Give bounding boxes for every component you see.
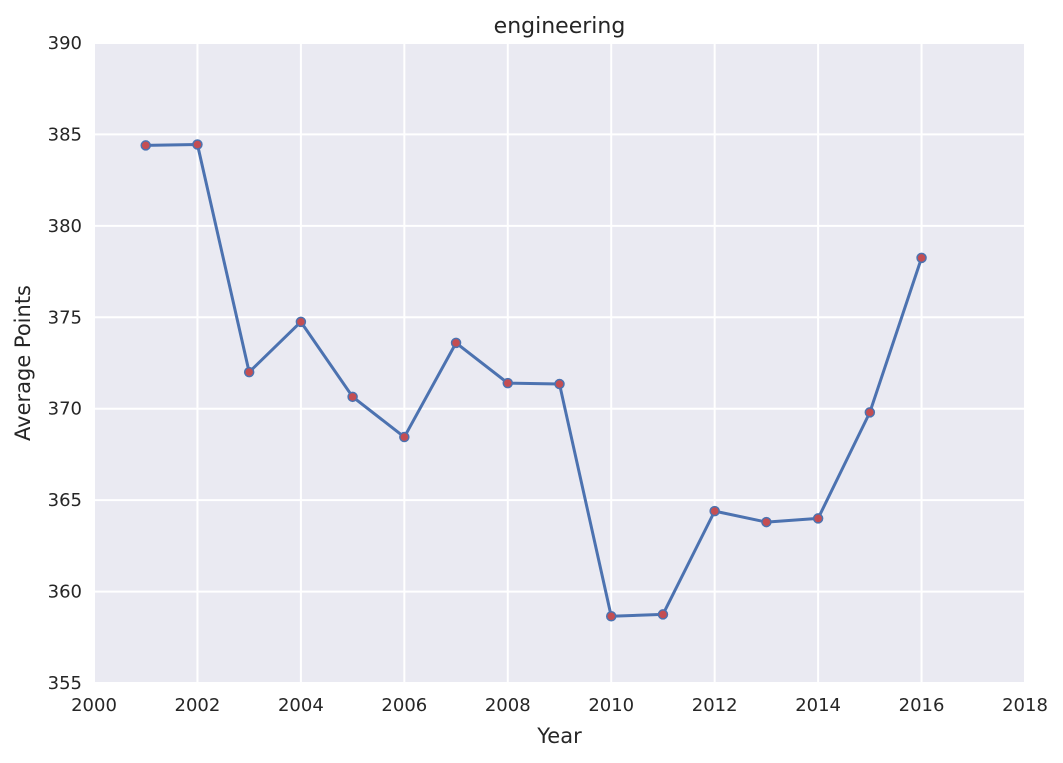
x-tick-label: 2008 bbox=[485, 695, 531, 716]
series-line bbox=[144, 142, 924, 618]
x-tick-label: 2018 bbox=[1002, 695, 1048, 716]
x-tick-label: 2016 bbox=[899, 695, 945, 716]
y-tick-label: 375 bbox=[48, 307, 82, 328]
data-point bbox=[192, 139, 203, 150]
y-tick-label: 390 bbox=[48, 33, 82, 54]
y-tick-label: 365 bbox=[48, 490, 82, 511]
y-axis-label: Average Points bbox=[11, 285, 35, 441]
data-point bbox=[657, 609, 669, 620]
data-point bbox=[140, 140, 151, 151]
y-tick-label: 385 bbox=[48, 124, 82, 145]
x-axis-label: Year bbox=[536, 724, 582, 748]
data-point bbox=[295, 316, 307, 328]
grid-lines bbox=[93, 42, 1026, 684]
x-tick-label: 2004 bbox=[278, 695, 324, 716]
y-tick-label: 355 bbox=[48, 673, 82, 694]
chart-title: engineering bbox=[494, 14, 626, 39]
y-tick-label: 380 bbox=[48, 216, 82, 237]
x-tick-label: 2014 bbox=[795, 695, 841, 716]
data-point bbox=[554, 378, 565, 390]
data-point bbox=[243, 366, 255, 378]
y-tick-label: 360 bbox=[48, 582, 82, 603]
data-point bbox=[812, 513, 824, 524]
plot-area bbox=[94, 43, 1025, 683]
data-point bbox=[916, 252, 927, 264]
data-point bbox=[502, 377, 514, 389]
x-tick-label: 2002 bbox=[175, 695, 221, 716]
x-tick-label: 2012 bbox=[692, 695, 738, 716]
data-point bbox=[864, 407, 876, 418]
data-point bbox=[761, 516, 772, 528]
x-tick-label: 2010 bbox=[588, 695, 634, 716]
x-tick-label: 2006 bbox=[381, 695, 427, 716]
data-point bbox=[450, 337, 462, 349]
data-point bbox=[347, 391, 358, 403]
data-point bbox=[709, 505, 720, 517]
data-point bbox=[399, 431, 410, 443]
y-tick-label: 370 bbox=[48, 399, 82, 420]
x-tick-label: 2000 bbox=[71, 695, 117, 716]
data-point bbox=[605, 611, 617, 622]
tick-labels: 2000 2002 2004 2006 2008 2010 2012 2014 2016 2018… bbox=[48, 33, 1048, 716]
series-layer bbox=[140, 139, 927, 622]
